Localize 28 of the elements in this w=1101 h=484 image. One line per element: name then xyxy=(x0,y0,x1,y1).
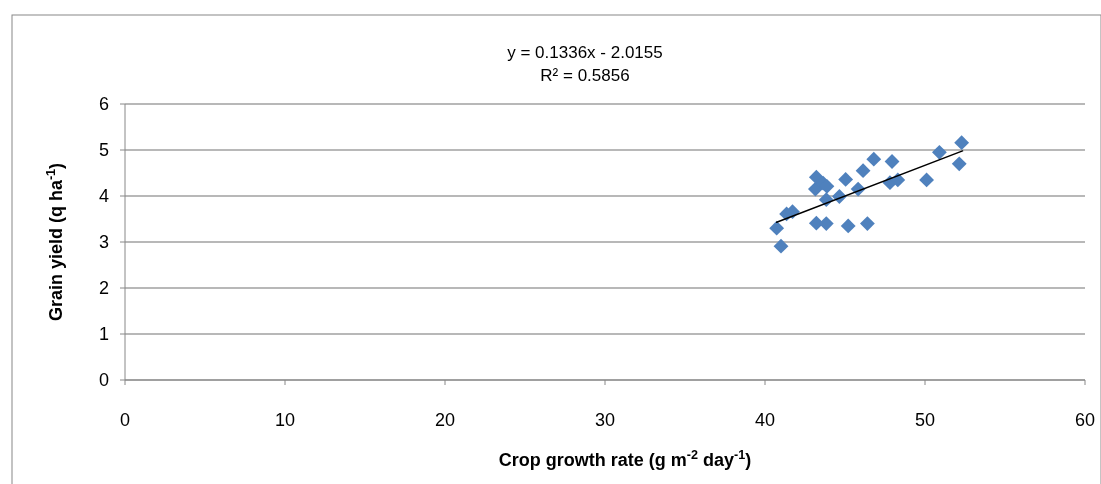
point xyxy=(931,144,947,160)
text: y = 0.1336x - 2.0155 xyxy=(507,43,663,62)
x-tick-label: 0 xyxy=(119,410,131,430)
y-tick-label: 0 xyxy=(98,370,109,391)
point xyxy=(866,151,882,167)
x-tick-label: 30 xyxy=(594,410,616,430)
x-tick-label: 20 xyxy=(434,410,456,430)
x-tick-label: 50 xyxy=(914,410,936,430)
x-tick-label: 40 xyxy=(754,410,776,430)
y-tick-label: 1 xyxy=(98,324,109,345)
point xyxy=(773,238,789,254)
y-tick-label: 5 xyxy=(98,140,109,161)
point xyxy=(954,135,970,151)
point xyxy=(919,172,935,188)
point xyxy=(840,218,856,234)
point xyxy=(859,216,875,232)
y-tick-label: 6 xyxy=(98,94,109,115)
x-axis-title: Crop growth rate (g m$^{-2}$ day$^{-1}$) xyxy=(498,448,752,470)
point xyxy=(838,172,854,187)
point xyxy=(951,156,967,172)
point xyxy=(769,220,785,236)
point xyxy=(855,163,871,179)
x-tick-label: 10 xyxy=(274,410,296,430)
x-tick-label: 60 xyxy=(1074,410,1096,430)
y-tick-label: 4 xyxy=(98,186,109,207)
text: R² = 0.5856 xyxy=(540,66,630,85)
y-tick-label: 2 xyxy=(98,278,109,299)
y-tick-label: 3 xyxy=(98,232,109,253)
